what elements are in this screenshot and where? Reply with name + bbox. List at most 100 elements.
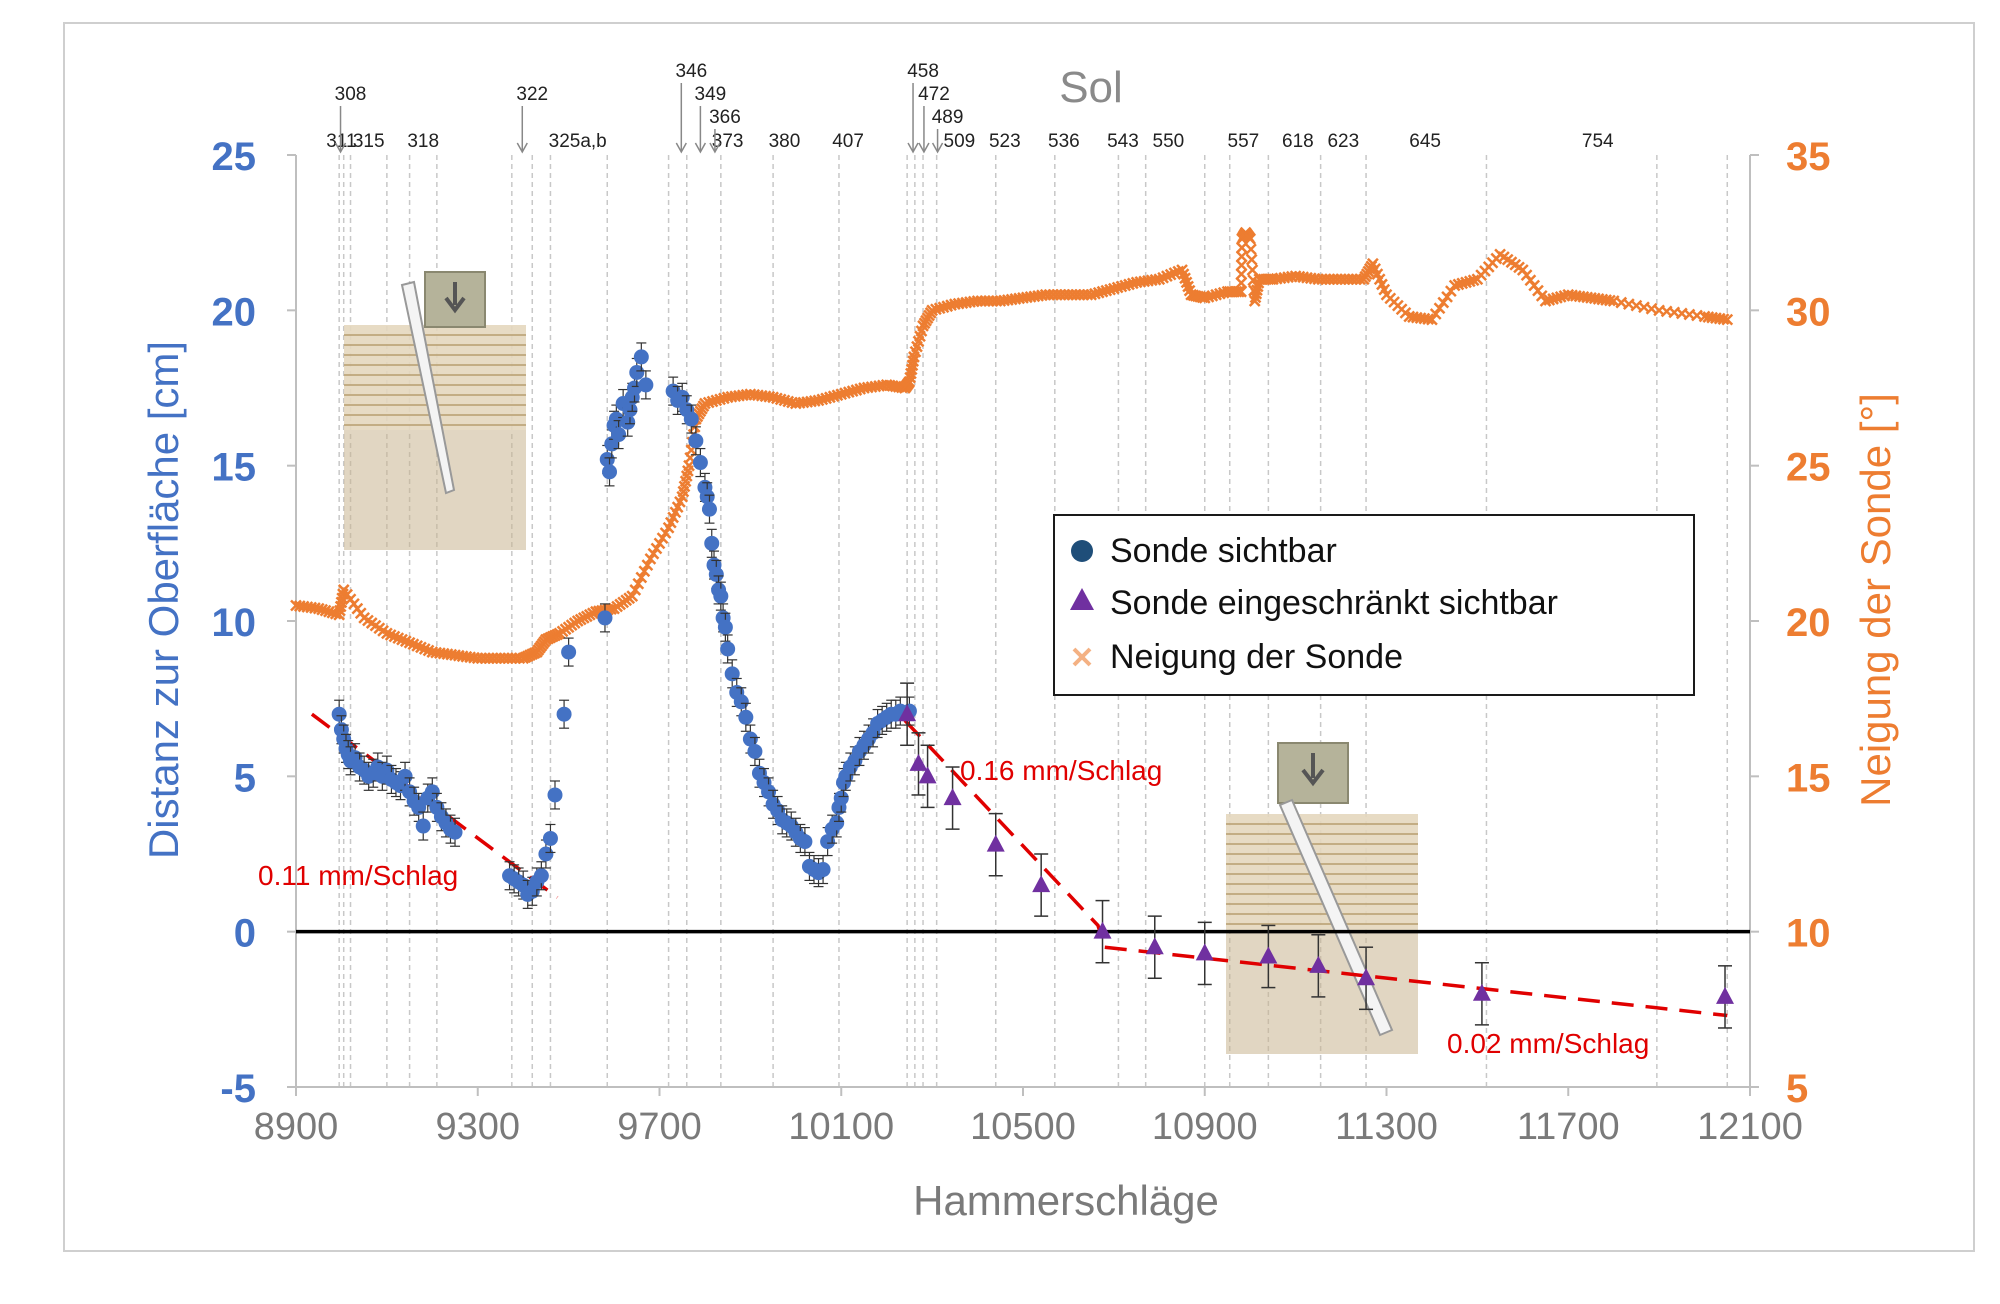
- data-point-limited: [943, 788, 962, 806]
- data-point-visible: [815, 862, 831, 878]
- tilt-marker-stroke: [1142, 274, 1154, 287]
- tilt-marker: [1245, 253, 1258, 266]
- tilt-marker-stroke: [1017, 292, 1029, 304]
- x-tick-label: 10100: [788, 1106, 894, 1148]
- data-point-visible: [683, 411, 699, 427]
- data-point-visible: [733, 694, 749, 710]
- tilt-marker-stroke: [1463, 275, 1476, 288]
- tilt-marker-stroke: [1085, 288, 1098, 301]
- tilt-marker-stroke: [1145, 274, 1158, 287]
- tilt-marker-stroke: [808, 395, 821, 407]
- y-right-tick-label: 20: [1786, 601, 1831, 645]
- tilt-marker-stroke: [854, 383, 867, 395]
- tilt-marker: [1429, 308, 1442, 320]
- tilt-marker-stroke: [960, 296, 973, 309]
- tilt-marker-stroke: [1437, 296, 1450, 309]
- data-point-visible: [599, 451, 615, 467]
- tilt-marker-stroke: [1460, 276, 1472, 289]
- sol-arrow-head: [675, 142, 687, 154]
- tilt-marker: [635, 571, 648, 584]
- legend-label-eingeschraenkt: Sonde eingeschränkt sichtbar: [1110, 584, 1558, 622]
- data-point-visible: [611, 427, 627, 443]
- tilt-marker-stroke: [865, 381, 878, 393]
- sol-label: 543: [1107, 131, 1139, 152]
- tilt-marker-stroke: [945, 299, 957, 312]
- tilt-marker: [1717, 313, 1730, 326]
- tilt-marker: [1235, 268, 1248, 280]
- axes: 8900 9300 9700 10100 10500 10900 11300 11700 121…: [212, 135, 1831, 1148]
- tilt-marker-stroke: [1005, 293, 1018, 306]
- tilt-marker: [641, 559, 654, 571]
- tilt-marker: [1235, 250, 1248, 263]
- tilt-marker-stroke: [729, 390, 742, 403]
- tilt-marker-stroke: [721, 391, 734, 404]
- sol-label: 373: [712, 131, 744, 152]
- data-point-visible: [833, 790, 849, 806]
- data-point-limited: [1357, 968, 1376, 986]
- legend-label-neigung: Neigung der Sonde: [1110, 638, 1403, 676]
- tilt-marker: [1721, 313, 1734, 326]
- data-point-limited: [986, 834, 1005, 852]
- data-point-visible: [620, 414, 636, 430]
- tilt-marker-stroke: [846, 385, 859, 397]
- y-right-tick-label: 35: [1786, 135, 1831, 179]
- tilt-marker-stroke: [937, 301, 950, 314]
- data-point-visible: [411, 799, 427, 815]
- tilt-marker-stroke: [805, 395, 817, 408]
- data-point-visible: [701, 501, 717, 517]
- tilt-marker-stroke: [725, 390, 738, 403]
- sol-arrow-head: [694, 142, 707, 154]
- tilt-marker-stroke: [635, 571, 648, 584]
- tilt-marker: [312, 602, 325, 615]
- tilt-marker-stroke: [1089, 287, 1101, 300]
- tilt-marker-stroke: [1001, 294, 1014, 306]
- tilt-marker-stroke: [873, 380, 885, 392]
- y-left-tick-label: 20: [212, 290, 257, 334]
- data-point-visible: [556, 706, 572, 722]
- legend-marker-eingeschraenkt: [1070, 588, 1094, 610]
- data-point-limited: [1259, 946, 1278, 964]
- data-point-visible: [699, 489, 715, 505]
- tilt-marker-stroke: [312, 602, 325, 615]
- tilt-marker-stroke: [1422, 313, 1435, 326]
- tilt-marker-stroke: [1369, 263, 1382, 275]
- tilt-marker-stroke: [1111, 281, 1124, 294]
- tilt-marker-stroke: [316, 603, 329, 616]
- data-point-visible: [602, 464, 618, 480]
- tilt-marker-stroke: [384, 629, 397, 641]
- tilt-marker-stroke: [820, 392, 832, 405]
- sol-label: 623: [1327, 131, 1359, 152]
- y-right-tick-label: 10: [1786, 912, 1831, 956]
- data-point-limited: [1716, 986, 1735, 1004]
- data-point-limited: [1145, 937, 1164, 955]
- tilt-marker-stroke: [1180, 276, 1193, 289]
- tilt-marker-stroke: [733, 389, 745, 402]
- tilt-marker: [1245, 243, 1257, 256]
- tilt-marker-stroke: [831, 389, 844, 402]
- tilt-marker-stroke: [797, 396, 810, 409]
- sol-label: 509: [944, 131, 976, 152]
- tilt-marker-stroke: [1138, 275, 1151, 288]
- tilt-marker-stroke: [388, 630, 401, 643]
- sol-arrow-head: [516, 142, 528, 154]
- tilt-marker-stroke: [1248, 295, 1261, 307]
- tilt-marker-stroke: [842, 386, 855, 399]
- legend-marker-neigung: [1072, 647, 1092, 667]
- tilt-marker-stroke: [1282, 271, 1294, 284]
- data-point-limited: [1472, 983, 1491, 1001]
- tilt-marker-stroke: [710, 394, 723, 407]
- data-point-visible: [608, 411, 624, 427]
- tilt-marker-stroke: [1149, 273, 1162, 286]
- tilt-marker-stroke: [399, 635, 412, 648]
- tilt-marker-stroke: [1230, 285, 1243, 298]
- tilt-marker-stroke: [626, 590, 639, 603]
- tilt-marker-stroke: [835, 388, 848, 401]
- tilt-marker-stroke: [1452, 278, 1465, 291]
- series-sonde-eingeschraenkt: [898, 682, 1735, 1029]
- tilt-marker-stroke: [933, 302, 946, 315]
- tilt-marker: [1422, 313, 1435, 326]
- tilt-marker-stroke: [1104, 283, 1116, 296]
- trend-label-2: 0.16 mm/Schlag: [960, 755, 1162, 786]
- data-point-limited: [1309, 955, 1328, 973]
- data-point-visible: [447, 824, 463, 840]
